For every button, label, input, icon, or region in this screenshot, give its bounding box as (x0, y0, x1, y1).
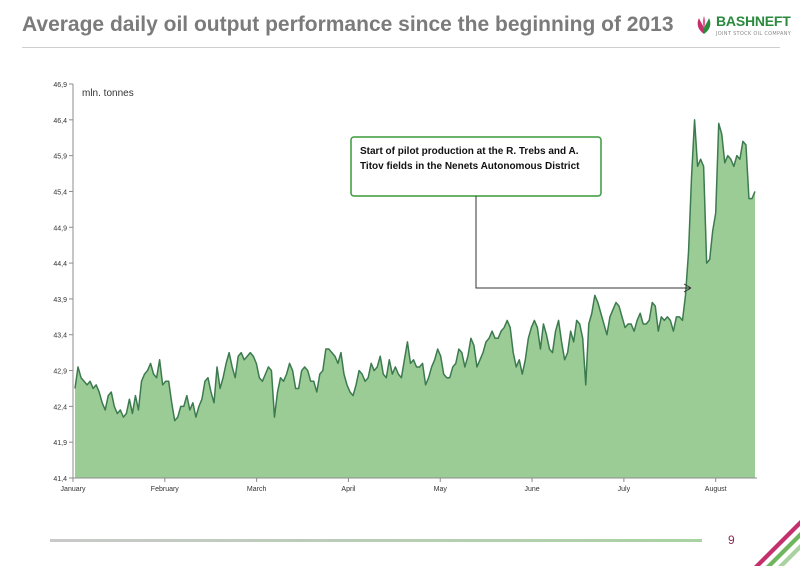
footer-divider (50, 539, 702, 542)
page-title: Average daily oil output performance sin… (22, 13, 674, 36)
y-tick-label: 46,9 (53, 82, 67, 89)
y-tick-label: 42,4 (53, 404, 67, 411)
y-tick-label: 41,4 (53, 476, 67, 483)
y-tick-label: 44,4 (53, 261, 67, 268)
series-line (74, 119, 756, 422)
brand-logo: BASHNEFT JOINT STOCK OIL COMPANY (694, 12, 794, 44)
y-tick-label: 43,9 (53, 297, 67, 304)
brand-name: BASHNEFT (716, 13, 791, 29)
annotation-text: Start of pilot production at the R. Treb… (360, 146, 579, 157)
x-tick-label: March (247, 486, 267, 493)
corner-stripes-decoration (754, 520, 800, 566)
y-tick-label: 42,9 (53, 369, 67, 376)
x-tick-label: July (618, 486, 631, 493)
y-tick-label: 45,9 (53, 154, 67, 161)
x-tick-label: August (705, 486, 727, 493)
y-tick-label: 45,4 (53, 189, 67, 196)
x-tick-label: June (524, 486, 539, 493)
y-tick-label: 43,4 (53, 333, 67, 340)
x-tick-label: May (434, 486, 448, 493)
y-tick-label: 44,9 (53, 225, 67, 232)
annotation-arrowhead (683, 283, 692, 293)
annotation-arrow-line (475, 196, 690, 289)
unit-label: mln. tonnes (82, 88, 134, 99)
series-area (75, 119, 755, 478)
x-tick-label: April (341, 486, 355, 493)
bashneft-tulip-logo-icon (697, 16, 711, 34)
y-tick-label: 46,4 (53, 118, 67, 125)
x-tick-label: February (151, 486, 180, 493)
annotation-text: Titov fields in the Nenets Autonomous Di… (360, 161, 580, 172)
page-number: 9 (728, 533, 735, 547)
header-divider (22, 47, 780, 48)
y-tick-label: 41,9 (53, 440, 67, 447)
brand-subtitle: JOINT STOCK OIL COMPANY (716, 31, 792, 37)
oil-output-chart: 41,4 41,9 42,4 42,9 43,4 43,9 44,4 44,9 45,4 45,9… (53, 82, 757, 493)
x-tick-label: January (61, 486, 86, 493)
